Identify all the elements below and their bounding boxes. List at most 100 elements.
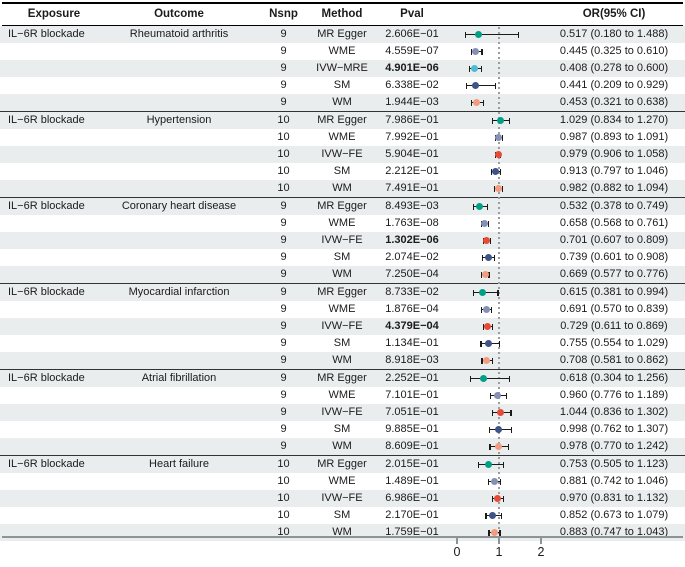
table-row: IL−6R blockade Coronary heart disease 9 MR … — [0, 198, 685, 215]
method-cell: IVW−FE — [321, 320, 363, 332]
exposure-cell: IL−6R blockade — [8, 200, 85, 212]
ci-error-bar — [464, 30, 520, 39]
outcome-cell: Coronary heart disease — [121, 200, 237, 212]
method-cell: WM — [332, 526, 352, 538]
outcome-block: IL−6R blockade Heart failure 10 MR Egger 2.0… — [0, 455, 685, 541]
table-row: 9 IVW−FE 1.302E−06 0.701 (0.607 to 0.809) — [0, 232, 685, 249]
nsnp-cell: 9 — [280, 217, 287, 229]
table-row: 9 WM 8.609E−01 0.978 (0.770 to 1.242) — [0, 438, 685, 455]
or-point-marker — [484, 323, 492, 330]
pval-cell: 1.763E−08 — [385, 217, 439, 229]
nsnp-cell: 10 — [277, 509, 290, 521]
ci-error-bar — [465, 81, 497, 90]
or-point-marker — [495, 134, 502, 141]
pval-cell: 8.609E−01 — [385, 440, 439, 452]
or-point-marker — [482, 306, 490, 313]
or-ci-cell: 0.708 (0.581 to 0.862) — [559, 354, 669, 366]
outcome-block: IL−6R blockade Hypertension 10 MR Egger 7.98… — [0, 111, 685, 197]
pval-cell: 1.759E−01 — [385, 526, 439, 538]
or-ci-cell: 0.701 (0.607 to 0.809) — [559, 234, 669, 246]
column-header-nsnp: Nsnp — [269, 8, 298, 20]
or-ci-cell: 1.044 (0.836 to 1.302) — [559, 406, 669, 418]
table-row: 10 WM 7.491E−01 0.982 (0.882 to 1.094) — [0, 180, 685, 197]
or-point-marker — [494, 185, 502, 192]
outcome-cell: Hypertension — [146, 114, 212, 126]
method-cell: MR Egger — [317, 28, 367, 40]
pval-cell: 2.170E−01 — [385, 509, 439, 521]
column-header-outcome: Outcome — [154, 8, 204, 20]
column-header-exposure: Exposure — [27, 8, 81, 20]
column-header-method: Method — [321, 8, 363, 20]
or-point-marker — [481, 220, 489, 227]
table-row: 9 SM 6.338E−02 0.441 (0.209 to 0.929) — [0, 77, 685, 94]
ci-error-bar — [469, 374, 510, 383]
or-point-marker — [484, 254, 492, 261]
pval-cell: 8.918E−03 — [385, 354, 439, 366]
or-ci-cell: 0.517 (0.180 to 1.488) — [559, 28, 669, 40]
method-cell: WM — [332, 182, 352, 194]
or-ci-cell: 0.445 (0.325 to 0.610) — [559, 45, 669, 57]
method-cell: SM — [333, 509, 351, 521]
method-cell: MR Egger — [317, 114, 367, 126]
method-cell: MR Egger — [317, 200, 367, 212]
or-ci-cell: 1.029 (0.834 to 1.270) — [559, 114, 669, 126]
nsnp-cell: 9 — [280, 423, 287, 435]
or-ci-cell: 0.408 (0.278 to 0.600) — [559, 62, 669, 74]
method-cell: SM — [333, 79, 351, 91]
pval-cell: 4.559E−07 — [385, 45, 439, 57]
outcome-cell: Atrial fibrillation — [141, 372, 217, 384]
method-cell: WME — [328, 131, 356, 143]
or-ci-cell: 0.960 (0.776 to 1.189) — [559, 389, 669, 401]
pval-cell: 6.986E−01 — [385, 492, 439, 504]
table-row: 9 IVW−MRE 4.901E−06 0.408 (0.278 to 0.600) — [0, 60, 685, 77]
table-row: 9 SM 2.074E−02 0.739 (0.601 to 0.908) — [0, 249, 685, 266]
table-row: 10 SM 2.212E−01 0.913 (0.797 to 1.046) — [0, 163, 685, 180]
table-row: 9 IVW−FE 4.379E−04 0.729 (0.611 to 0.869) — [0, 318, 685, 335]
pval-cell: 1.876E−04 — [385, 303, 439, 315]
or-ci-cell: 0.618 (0.304 to 1.256) — [559, 372, 669, 384]
table-row: 10 SM 2.170E−01 0.852 (0.673 to 1.079) — [0, 507, 685, 524]
pval-cell: 7.491E−01 — [385, 182, 439, 194]
top-rule — [2, 2, 683, 5]
or-ci-cell: 0.615 (0.381 to 0.994) — [559, 286, 669, 298]
nsnp-cell: 9 — [280, 251, 287, 263]
method-cell: MR Egger — [317, 286, 367, 298]
nsnp-cell: 9 — [280, 286, 287, 298]
nsnp-cell: 10 — [277, 492, 290, 504]
nsnp-cell: 9 — [280, 337, 287, 349]
or-point-marker — [470, 65, 478, 72]
method-cell: WME — [328, 45, 356, 57]
x-axis-tick — [456, 538, 458, 544]
nsnp-cell: 10 — [277, 131, 290, 143]
method-cell: SM — [333, 423, 351, 435]
nsnp-cell: 10 — [277, 526, 290, 538]
table-row: 10 WME 7.992E−01 0.987 (0.893 to 1.091) — [0, 129, 685, 146]
pval-cell: 7.051E−01 — [385, 406, 439, 418]
or-ci-cell: 0.691 (0.570 to 0.839) — [559, 303, 669, 315]
x-axis-tick-label: 1 — [495, 545, 503, 559]
or-ci-cell: 0.453 (0.321 to 0.638) — [559, 96, 669, 108]
method-cell: MR Egger — [317, 458, 367, 470]
pval-cell: 1.302E−06 — [385, 234, 439, 246]
x-axis-tick-label: 2 — [537, 545, 545, 559]
or-ci-cell: 0.658 (0.568 to 0.761) — [559, 217, 669, 229]
method-cell: IVW−FE — [321, 406, 363, 418]
nsnp-cell: 10 — [277, 165, 290, 177]
or-ci-cell: 0.913 (0.797 to 1.046) — [559, 165, 669, 177]
method-cell: SM — [333, 251, 351, 263]
outcome-cell: Heart failure — [149, 458, 209, 470]
method-cell: WM — [332, 96, 352, 108]
method-cell: WME — [328, 389, 356, 401]
nsnp-cell: 9 — [280, 79, 287, 91]
table-row: IL−6R blockade Myocardial infarction 9 MR E… — [0, 284, 685, 301]
or-point-marker — [475, 203, 483, 210]
exposure-cell: IL−6R blockade — [8, 114, 85, 126]
nsnp-cell: 9 — [280, 200, 287, 212]
or-point-marker — [493, 392, 501, 399]
outcome-cell: Rheumatoid arthritis — [129, 28, 229, 40]
or-ci-cell: 0.532 (0.378 to 0.749) — [559, 200, 669, 212]
table-row: 10 IVW−FE 6.986E−01 0.970 (0.831 to 1.132) — [0, 490, 685, 507]
header-rule — [2, 24, 683, 27]
or-point-marker — [494, 495, 502, 502]
pval-cell: 2.074E−02 — [385, 251, 439, 263]
